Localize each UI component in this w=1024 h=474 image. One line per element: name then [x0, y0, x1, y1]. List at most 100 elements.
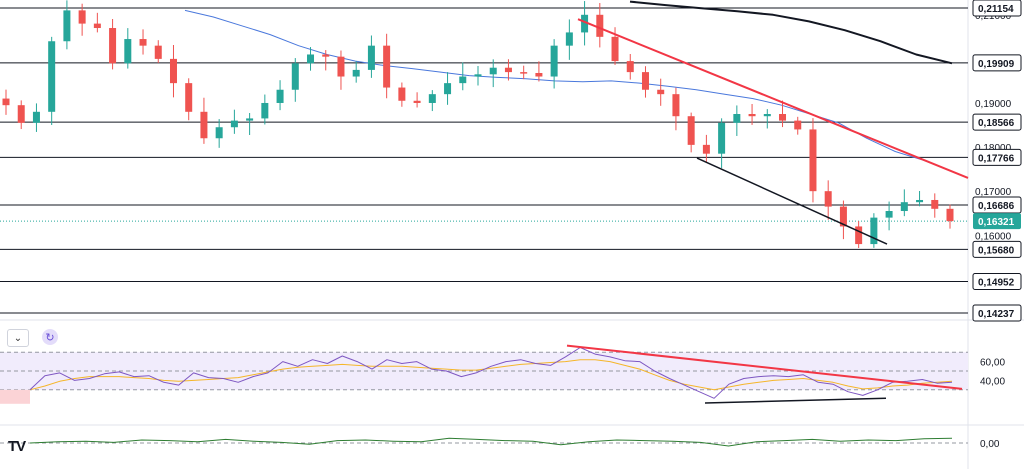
candle-body: [215, 127, 223, 139]
candle-body: [459, 76, 467, 84]
candle-body: [291, 63, 299, 90]
candle-body: [337, 56, 345, 77]
candle-body: [565, 32, 573, 46]
candle-body: [931, 199, 939, 209]
candle-body: [17, 105, 25, 123]
candle-body: [855, 226, 863, 245]
candle-body: [398, 87, 406, 101]
candle-body: [535, 72, 543, 77]
candle-body: [611, 36, 619, 62]
level-label: 0,18566: [978, 118, 1015, 129]
rsi-line: [29, 347, 953, 399]
candle-body: [870, 217, 878, 245]
level-label-box: [972, 304, 1022, 322]
candle-body: [139, 39, 147, 46]
price-axis-tick: 0,16000: [975, 231, 1012, 242]
candle-body: [109, 28, 117, 64]
level-label-box: [972, 272, 1022, 290]
candle-body: [672, 94, 680, 117]
price-axis-tick: 0,18000: [975, 143, 1012, 154]
level-label-box: [972, 240, 1022, 258]
candle-body: [687, 116, 695, 145]
candle-body: [794, 120, 802, 130]
candle-body: [946, 208, 954, 222]
level-label: 0,15680: [978, 245, 1015, 256]
candle-body: [307, 54, 315, 64]
level-label-box: [972, 196, 1022, 214]
level-label: 0,17766: [978, 153, 1015, 164]
rsi-resistance-trendline: [566, 344, 963, 390]
price-axis-tick: 0,17000: [975, 187, 1012, 198]
candle-body: [352, 69, 360, 77]
candle-body: [2, 98, 10, 106]
candle-body: [276, 89, 284, 103]
candle-body: [550, 45, 558, 77]
candle-body: [93, 23, 101, 29]
candle-body: [702, 144, 710, 154]
rsi-support-trendline: [704, 397, 887, 404]
chevron-down-icon: ⌄: [13, 332, 23, 344]
level-label: 0,19909: [978, 59, 1015, 70]
candle-body: [489, 67, 497, 75]
level-label: 0,16686: [978, 201, 1015, 212]
candle-body: [733, 114, 741, 123]
candle-body: [124, 39, 132, 64]
current-price-label: 0,16321: [978, 217, 1015, 228]
candle-body: [63, 10, 71, 42]
rsi-axis-tick: 40,00: [980, 376, 1005, 387]
rsi-oversold-fill: [0, 389, 30, 404]
resistance-trendline: [577, 18, 969, 179]
level-label-box: [972, 0, 1022, 17]
candle-body: [779, 114, 787, 121]
collapse-button[interactable]: ⌄: [7, 329, 29, 347]
candle-body: [748, 114, 756, 117]
level-label: 0,14237: [978, 309, 1015, 320]
level-label-box: [972, 54, 1022, 72]
candle-body: [641, 72, 649, 90]
candle-body: [200, 111, 208, 139]
level-label-box: [972, 148, 1022, 166]
level-label: 0,21154: [978, 4, 1014, 15]
refresh-icon[interactable]: ↻: [42, 329, 58, 345]
moving-average-black: [629, 0, 953, 65]
candle-body: [718, 122, 726, 154]
candle-body: [581, 14, 589, 33]
candle-body: [504, 67, 512, 73]
candle-body: [413, 100, 421, 103]
candle-body: [916, 199, 924, 203]
level-label: 0,14952: [978, 277, 1015, 288]
candle-body: [428, 94, 436, 103]
candle-body: [169, 58, 177, 84]
tradingview-logo: TV: [8, 438, 26, 455]
candle-body: [261, 102, 269, 119]
candle-body: [839, 206, 847, 227]
candle-body: [444, 83, 452, 95]
candle-body: [657, 89, 665, 95]
candle-body: [809, 129, 817, 192]
candle-body: [596, 14, 604, 37]
support-trendline: [696, 157, 888, 245]
current-price-box: [973, 213, 1021, 230]
candle-body: [900, 202, 908, 212]
candle-body: [824, 191, 832, 207]
candle-body: [48, 41, 56, 112]
price-axis-tick: 0,19000: [975, 99, 1012, 110]
candle-body: [367, 45, 375, 70]
candle-body: [520, 72, 528, 74]
candle-body: [626, 61, 634, 73]
candle-body: [885, 211, 893, 218]
candle-body: [763, 114, 771, 117]
candle-body: [230, 120, 238, 128]
oscillator-line: [29, 437, 953, 447]
rsi-axis-tick: 60,00: [980, 358, 1005, 369]
candle-body: [246, 118, 254, 121]
candle-body: [185, 83, 193, 112]
candle-body: [383, 45, 391, 88]
candle-body: [32, 111, 40, 123]
level-label-box: [972, 113, 1022, 131]
candle-body: [474, 74, 482, 77]
candle-body: [154, 45, 162, 59]
oscillator-axis-tick: 0,00: [980, 439, 1000, 450]
